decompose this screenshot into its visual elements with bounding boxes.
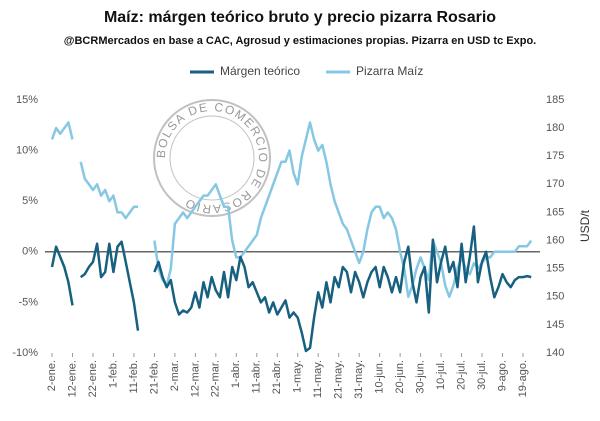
chart-subtitle: @BCRMercados en base a CAC, Agrosud y es… (64, 35, 536, 47)
series-line (50, 225, 532, 353)
y2-tick-label: 180 (546, 122, 564, 134)
y2-tick-label: 160 (546, 234, 564, 246)
y-tick-label: 0% (22, 246, 38, 258)
x-tick-label: 31-may. (353, 360, 365, 399)
x-tick-label: 10-jun. (374, 360, 386, 394)
y-tick-label: 5% (22, 195, 38, 207)
x-tick-label: 1-feb. (107, 360, 119, 388)
x-tick-label: 19-ago. (517, 360, 529, 397)
y2-tick-label: 140 (546, 347, 564, 359)
legend-label: Pizarra Maíz (356, 64, 423, 78)
x-tick-label: 9-ago. (496, 360, 508, 391)
y-tick-label: 15% (16, 94, 38, 106)
x-tick-label: 22-ene. (87, 360, 99, 397)
y2-tick-label: 150 (546, 291, 564, 303)
x-tick-label: 11-may. (312, 360, 324, 398)
y2-tick-label: 170 (546, 178, 564, 190)
y-tick-label: -10% (12, 347, 38, 359)
x-tick-label: 30-jun. (415, 360, 427, 394)
y2-tick-label: 145 (546, 319, 564, 331)
x-tick-label: 21-may. (333, 360, 345, 399)
y-tick-label: -5% (18, 296, 38, 308)
y2-tick-label: 155 (546, 263, 564, 275)
x-tick-label: 21-feb. (148, 360, 160, 394)
x-tick-label: 20-jul. (455, 360, 467, 390)
x-tick-label: 20-jun. (394, 360, 406, 394)
x-tick-label: 30-jul. (476, 360, 488, 390)
chart-title: Maíz: márgen teórico bruto y precio piza… (104, 9, 496, 26)
x-tick-label: 11-abr. (251, 360, 263, 393)
y2-tick-label: 165 (546, 206, 564, 218)
x-tick-label: 10-jul. (435, 360, 447, 390)
x-tick-label: 2-ene. (46, 360, 58, 391)
x-tick-label: 12-mar. (189, 360, 201, 397)
y2-tick-label: 185 (546, 94, 564, 106)
legend-label: Márgen teórico (220, 64, 300, 78)
x-tick-label: 1-abr. (230, 360, 242, 388)
x-tick-label: 21-abr. (271, 360, 283, 394)
x-tick-label: 11-feb. (128, 360, 140, 393)
x-tick-label: 12-ene. (66, 360, 78, 397)
x-tick-label: 22-mar. (210, 360, 222, 397)
y2-tick-label: 175 (546, 150, 564, 162)
watermark-seal (153, 99, 271, 217)
y-tick-label: 10% (16, 145, 38, 157)
x-tick-label: 2-mar. (169, 360, 181, 391)
x-tick-label: 1-may. (292, 360, 304, 393)
y2-axis-label: USD/t (578, 209, 592, 242)
